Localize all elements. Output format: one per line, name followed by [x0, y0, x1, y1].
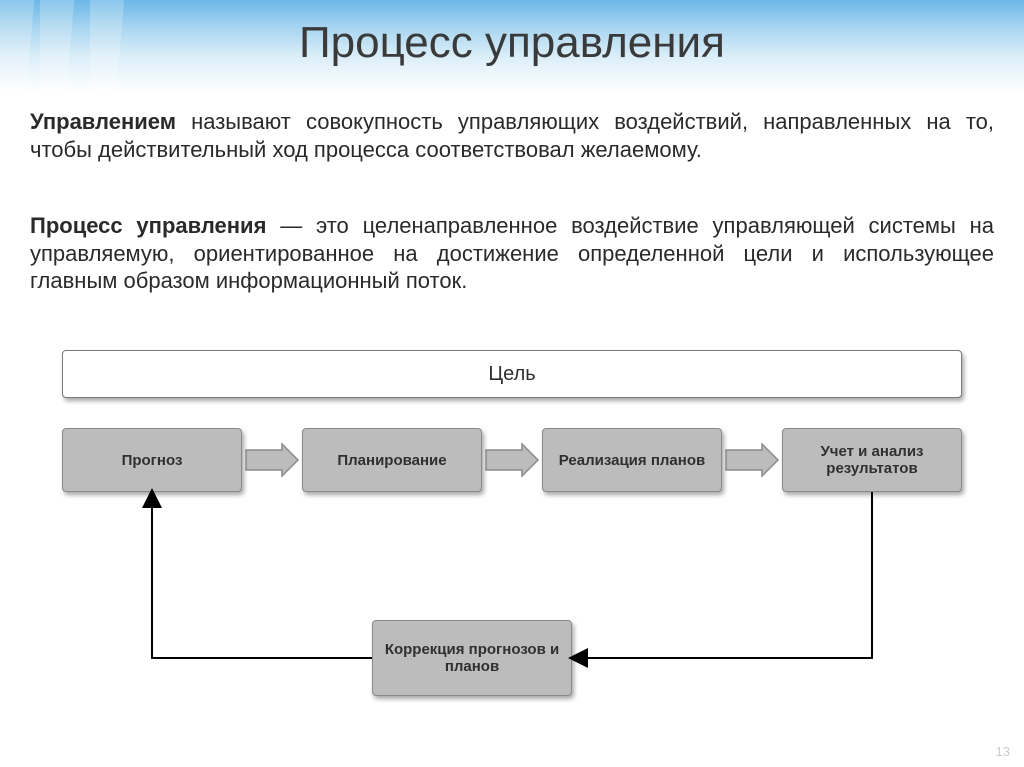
feedback-arrow-up — [152, 492, 372, 658]
slide: Процесс управления Управлением называют … — [0, 0, 1024, 767]
page-title: Процесс управления — [0, 18, 1024, 68]
realize-label: Реализация планов — [559, 452, 705, 469]
realize-box: Реализация планов — [542, 428, 722, 492]
forecast-box: Прогноз — [62, 428, 242, 492]
paragraph-2-term: Процесс управления — [30, 213, 266, 238]
block-arrow-1 — [246, 444, 298, 476]
planning-box: Планирование — [302, 428, 482, 492]
page-number: 13 — [996, 744, 1010, 759]
feedback-arrow-down — [572, 492, 872, 658]
forecast-label: Прогноз — [122, 452, 183, 469]
planning-label: Планирование — [337, 452, 446, 469]
paragraph-1: Управлением называют совокупность управл… — [30, 108, 994, 163]
correction-box: Коррекция прогнозов и планов — [372, 620, 572, 696]
goal-box-label: Цель — [488, 363, 535, 386]
block-arrow-2 — [486, 444, 538, 476]
paragraph-1-term: Управлением — [30, 109, 176, 134]
block-arrow-3 — [726, 444, 778, 476]
correction-label: Коррекция прогнозов и планов — [379, 641, 565, 675]
account-box: Учет и анализ результатов — [782, 428, 962, 492]
flowchart: Цель Прогноз Планирование Реализация пла… — [62, 350, 962, 730]
goal-box: Цель — [62, 350, 962, 398]
account-label: Учет и анализ результатов — [789, 443, 955, 477]
paragraph-2: Процесс управления — это целенаправленно… — [30, 212, 994, 295]
